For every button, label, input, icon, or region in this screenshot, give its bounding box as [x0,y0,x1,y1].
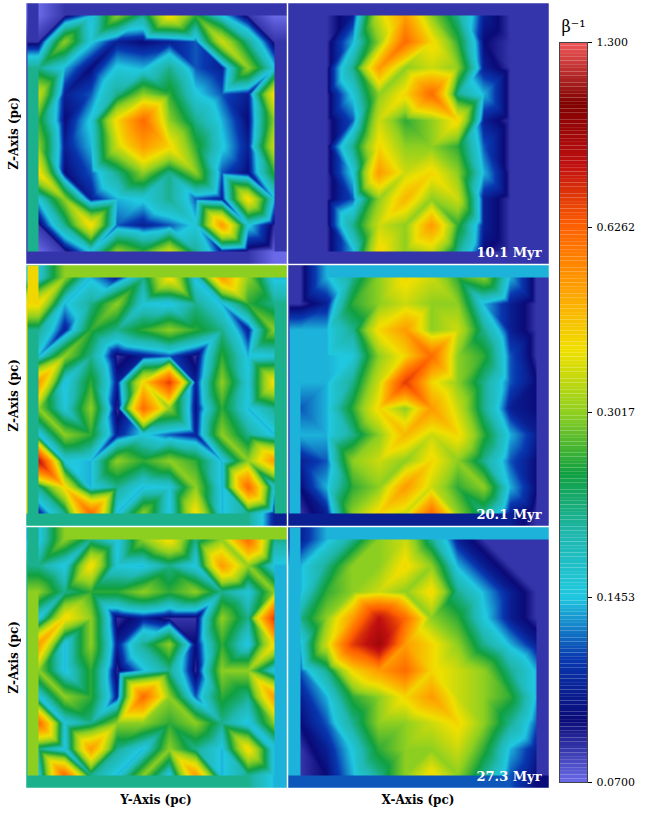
svg-text:0.3017: 0.3017 [597,406,636,419]
html-text:Z-Axis (pc): Z-Axis (pc) [7,620,21,694]
svg-text:0.6262: 0.6262 [597,221,636,234]
html-text:Y-Axis (pc): Y-Axis (pc) [120,793,192,807]
html-text:Z-Axis (pc): Z-Axis (pc) [7,96,21,170]
svg-text:0.0700: 0.0700 [597,776,636,788]
html-text:X-Axis (pc): X-Axis (pc) [381,793,455,807]
svg-text:β⁻¹: β⁻¹ [561,17,585,36]
svg-text:27.3 Myr: 27.3 Myr [477,769,542,784]
html-text:Z-Axis (pc): Z-Axis (pc) [7,358,21,432]
svg-text:0.1453: 0.1453 [597,591,636,604]
svg-text:10.1 Myr: 10.1 Myr [477,245,542,260]
svg-text:20.1 Myr: 20.1 Myr [477,507,542,522]
svg-text:1.300: 1.300 [597,36,629,49]
